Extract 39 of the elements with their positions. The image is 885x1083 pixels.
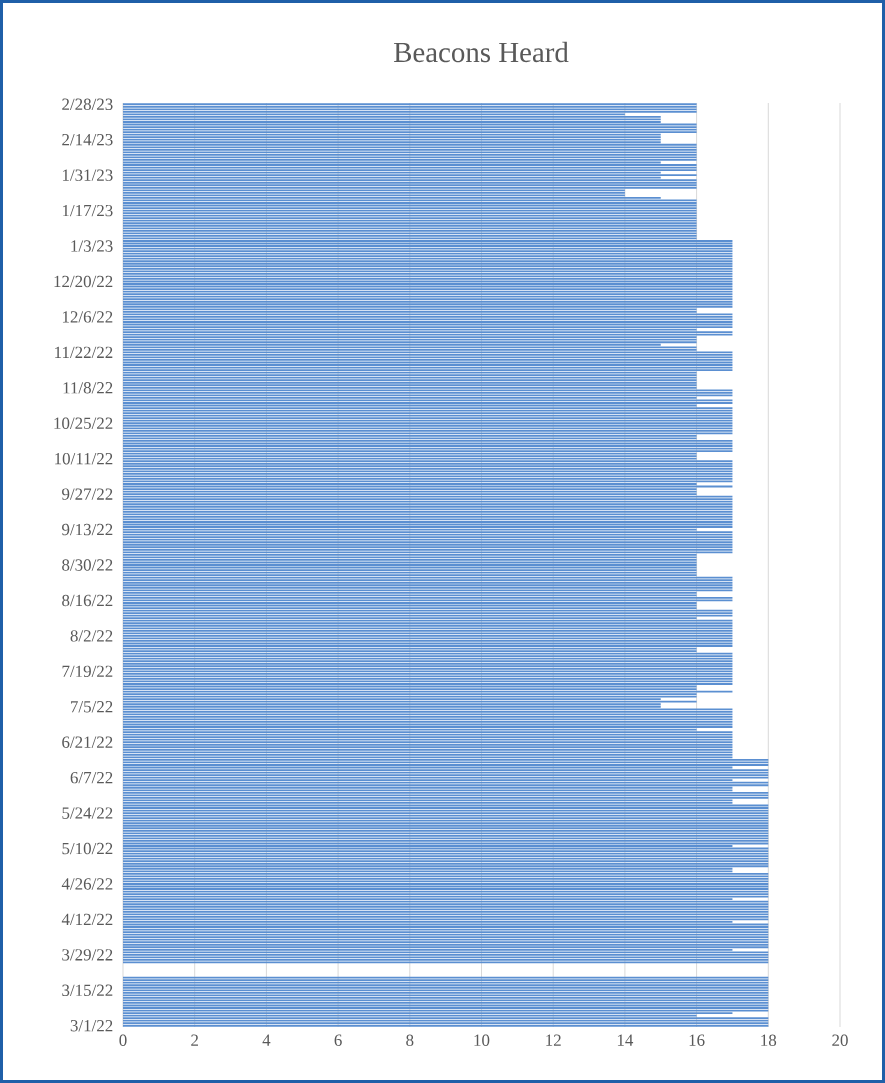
x-tick-label: 2 <box>191 1034 198 1046</box>
chart-title: Beacons Heard <box>393 41 569 63</box>
y-tick-label: 10/25/22 <box>54 417 113 429</box>
y-tick-label: 3/29/22 <box>62 949 113 961</box>
y-tick-label: 7/5/22 <box>71 701 113 713</box>
y-tick-label: 12/6/22 <box>62 311 113 323</box>
y-tick-label: 11/22/22 <box>55 346 113 359</box>
y-tick-label: 4/12/22 <box>61 913 113 926</box>
y-tick-label: 1/17/23 <box>62 204 113 217</box>
y-tick-label: 5/10/22 <box>62 842 113 855</box>
y-tick-label: 2/28/23 <box>62 98 113 110</box>
y-tick-label: 1/31/23 <box>62 169 113 181</box>
y-tick-label: 4/26/22 <box>61 878 113 890</box>
x-tick-label: 14 <box>617 1034 634 1046</box>
y-tick-label: 11/8/22 <box>63 382 113 394</box>
x-tick-label: 16 <box>689 1034 705 1046</box>
x-tick-label: 10 <box>474 1034 490 1046</box>
y-tick-label: 8/16/22 <box>62 594 113 607</box>
y-tick-label: 6/7/22 <box>70 771 113 784</box>
x-tick-label: 18 <box>761 1034 777 1046</box>
y-tick-label: 8/2/22 <box>70 630 113 642</box>
y-tick-label: 9/27/22 <box>62 488 113 500</box>
x-tick-label: 4 <box>262 1034 271 1046</box>
x-tick-label: 12 <box>546 1034 561 1046</box>
y-tick-label: 7/19/22 <box>62 665 113 678</box>
x-tick-label: 0 <box>119 1034 127 1046</box>
y-tick-label: 9/13/22 <box>62 523 113 536</box>
y-tick-label: 10/11/22 <box>55 452 113 465</box>
y-tick-label: 5/24/22 <box>62 807 113 819</box>
x-tick-label: 8 <box>406 1034 414 1046</box>
y-tick-label: 1/3/23 <box>71 240 113 252</box>
y-tick-label: 8/30/22 <box>62 559 113 571</box>
y-tick-label: 3/15/22 <box>62 984 113 996</box>
x-tick-label: 6 <box>334 1034 342 1046</box>
y-tick-label: 6/21/22 <box>62 736 113 748</box>
y-tick-label: 2/14/23 <box>62 134 113 146</box>
y-tick-label: 12/20/22 <box>54 275 113 288</box>
y-tick-label: 3/1/22 <box>70 1020 113 1032</box>
x-tick-label: 20 <box>832 1034 848 1046</box>
